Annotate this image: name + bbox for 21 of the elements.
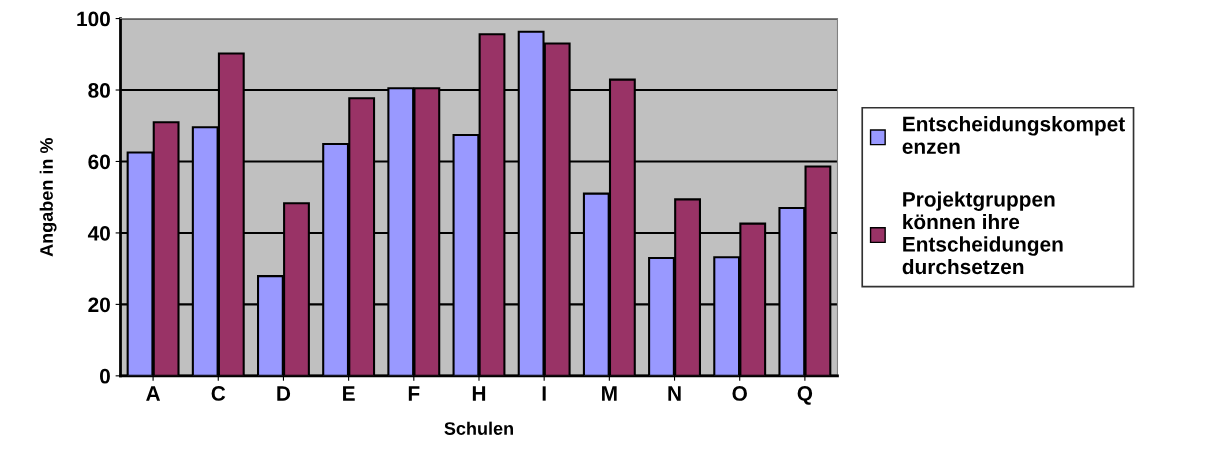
x-tick-label: C [211, 386, 226, 401]
legend-label: Projektgruppen können ihre Entscheidungen durchsetzen [902, 191, 1063, 275]
x-tick-label: I [542, 386, 546, 401]
y-tick-label: 80 [88, 83, 110, 98]
y-axis-title: Angaben in % [39, 137, 57, 257]
x-tick-label: E [343, 386, 355, 401]
y-tick-label: 60 [88, 154, 110, 170]
x-tick-label: D [277, 386, 291, 401]
x-tick-label: M [602, 386, 617, 401]
y-tick-label: 100 [77, 11, 110, 27]
y-tick-label: 40 [87, 225, 110, 241]
legend-label: Entscheidungskompet enzen [902, 116, 1125, 154]
y-tick-label: 20 [88, 297, 110, 313]
y-tick-label: 0 [100, 368, 110, 384]
x-tick-label: Q [797, 386, 813, 405]
x-tick-label: N [668, 386, 681, 401]
x-tick-label: O [732, 386, 747, 401]
x-tick-label: A [146, 386, 161, 401]
x-tick-label: H [472, 386, 486, 401]
x-axis-title: Schulen [444, 421, 513, 435]
x-tick-label: F [408, 386, 420, 401]
